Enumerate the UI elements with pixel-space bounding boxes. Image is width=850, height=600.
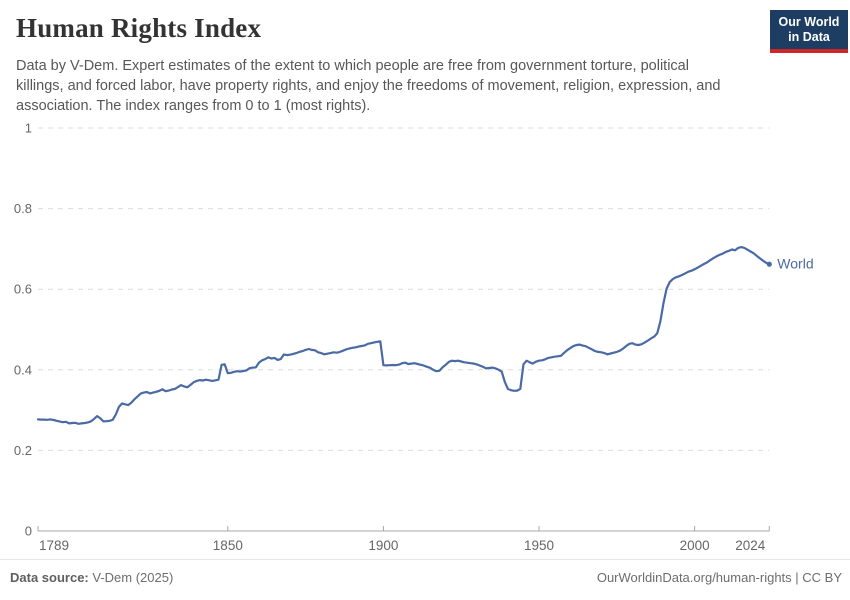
x-tick-label: 2000 <box>680 538 710 553</box>
owid-logo-line1: Our World <box>778 14 840 29</box>
data-source-note: Data source: V-Dem (2025) <box>10 570 173 585</box>
x-tick-label: 1950 <box>524 538 554 553</box>
owid-logo-line2: in Data <box>788 29 830 44</box>
data-line-world <box>36 246 771 425</box>
owid-logo-text: Our World in Data <box>770 10 848 49</box>
y-tick-label: 1 <box>25 121 32 136</box>
owid-logo-red-bar <box>770 49 848 53</box>
chart-subtitle: Data by V-Dem. Expert estimates of the e… <box>16 56 761 116</box>
credit-link[interactable]: OurWorldinData.org/human-rights | CC BY <box>596 570 842 585</box>
y-tick-label: 0.8 <box>14 201 32 216</box>
x-tick-label: 1789 <box>39 538 69 553</box>
subtitle-line: association. The index ranges from 0 to … <box>16 98 371 114</box>
data-source-value: V-Dem (2025) <box>92 570 174 585</box>
owid-logo: Our World in Data <box>770 10 848 53</box>
line-end-dot <box>766 261 772 267</box>
x-tick-label: 2024 <box>735 538 766 553</box>
y-tick-label: 0.6 <box>14 282 32 297</box>
subtitle-line: killings, and forced labor, have propert… <box>16 78 721 94</box>
subtitle-line: Data by V-Dem. Expert estimates of the e… <box>16 58 689 74</box>
page-title: Human Rights Index <box>16 13 262 43</box>
data-source-label: Data source: <box>10 570 89 585</box>
x-tick-label: 1900 <box>368 538 398 553</box>
y-tick-label: 0.2 <box>14 443 32 458</box>
footer-divider <box>0 559 850 560</box>
chart-footer: Data source: V-Dem (2025) OurWorldinData… <box>10 570 842 585</box>
y-tick-label: 0 <box>25 524 32 539</box>
y-tick-label: 0.4 <box>14 362 32 377</box>
series-label-world: World <box>777 256 813 272</box>
x-tick-label: 1850 <box>213 538 243 553</box>
